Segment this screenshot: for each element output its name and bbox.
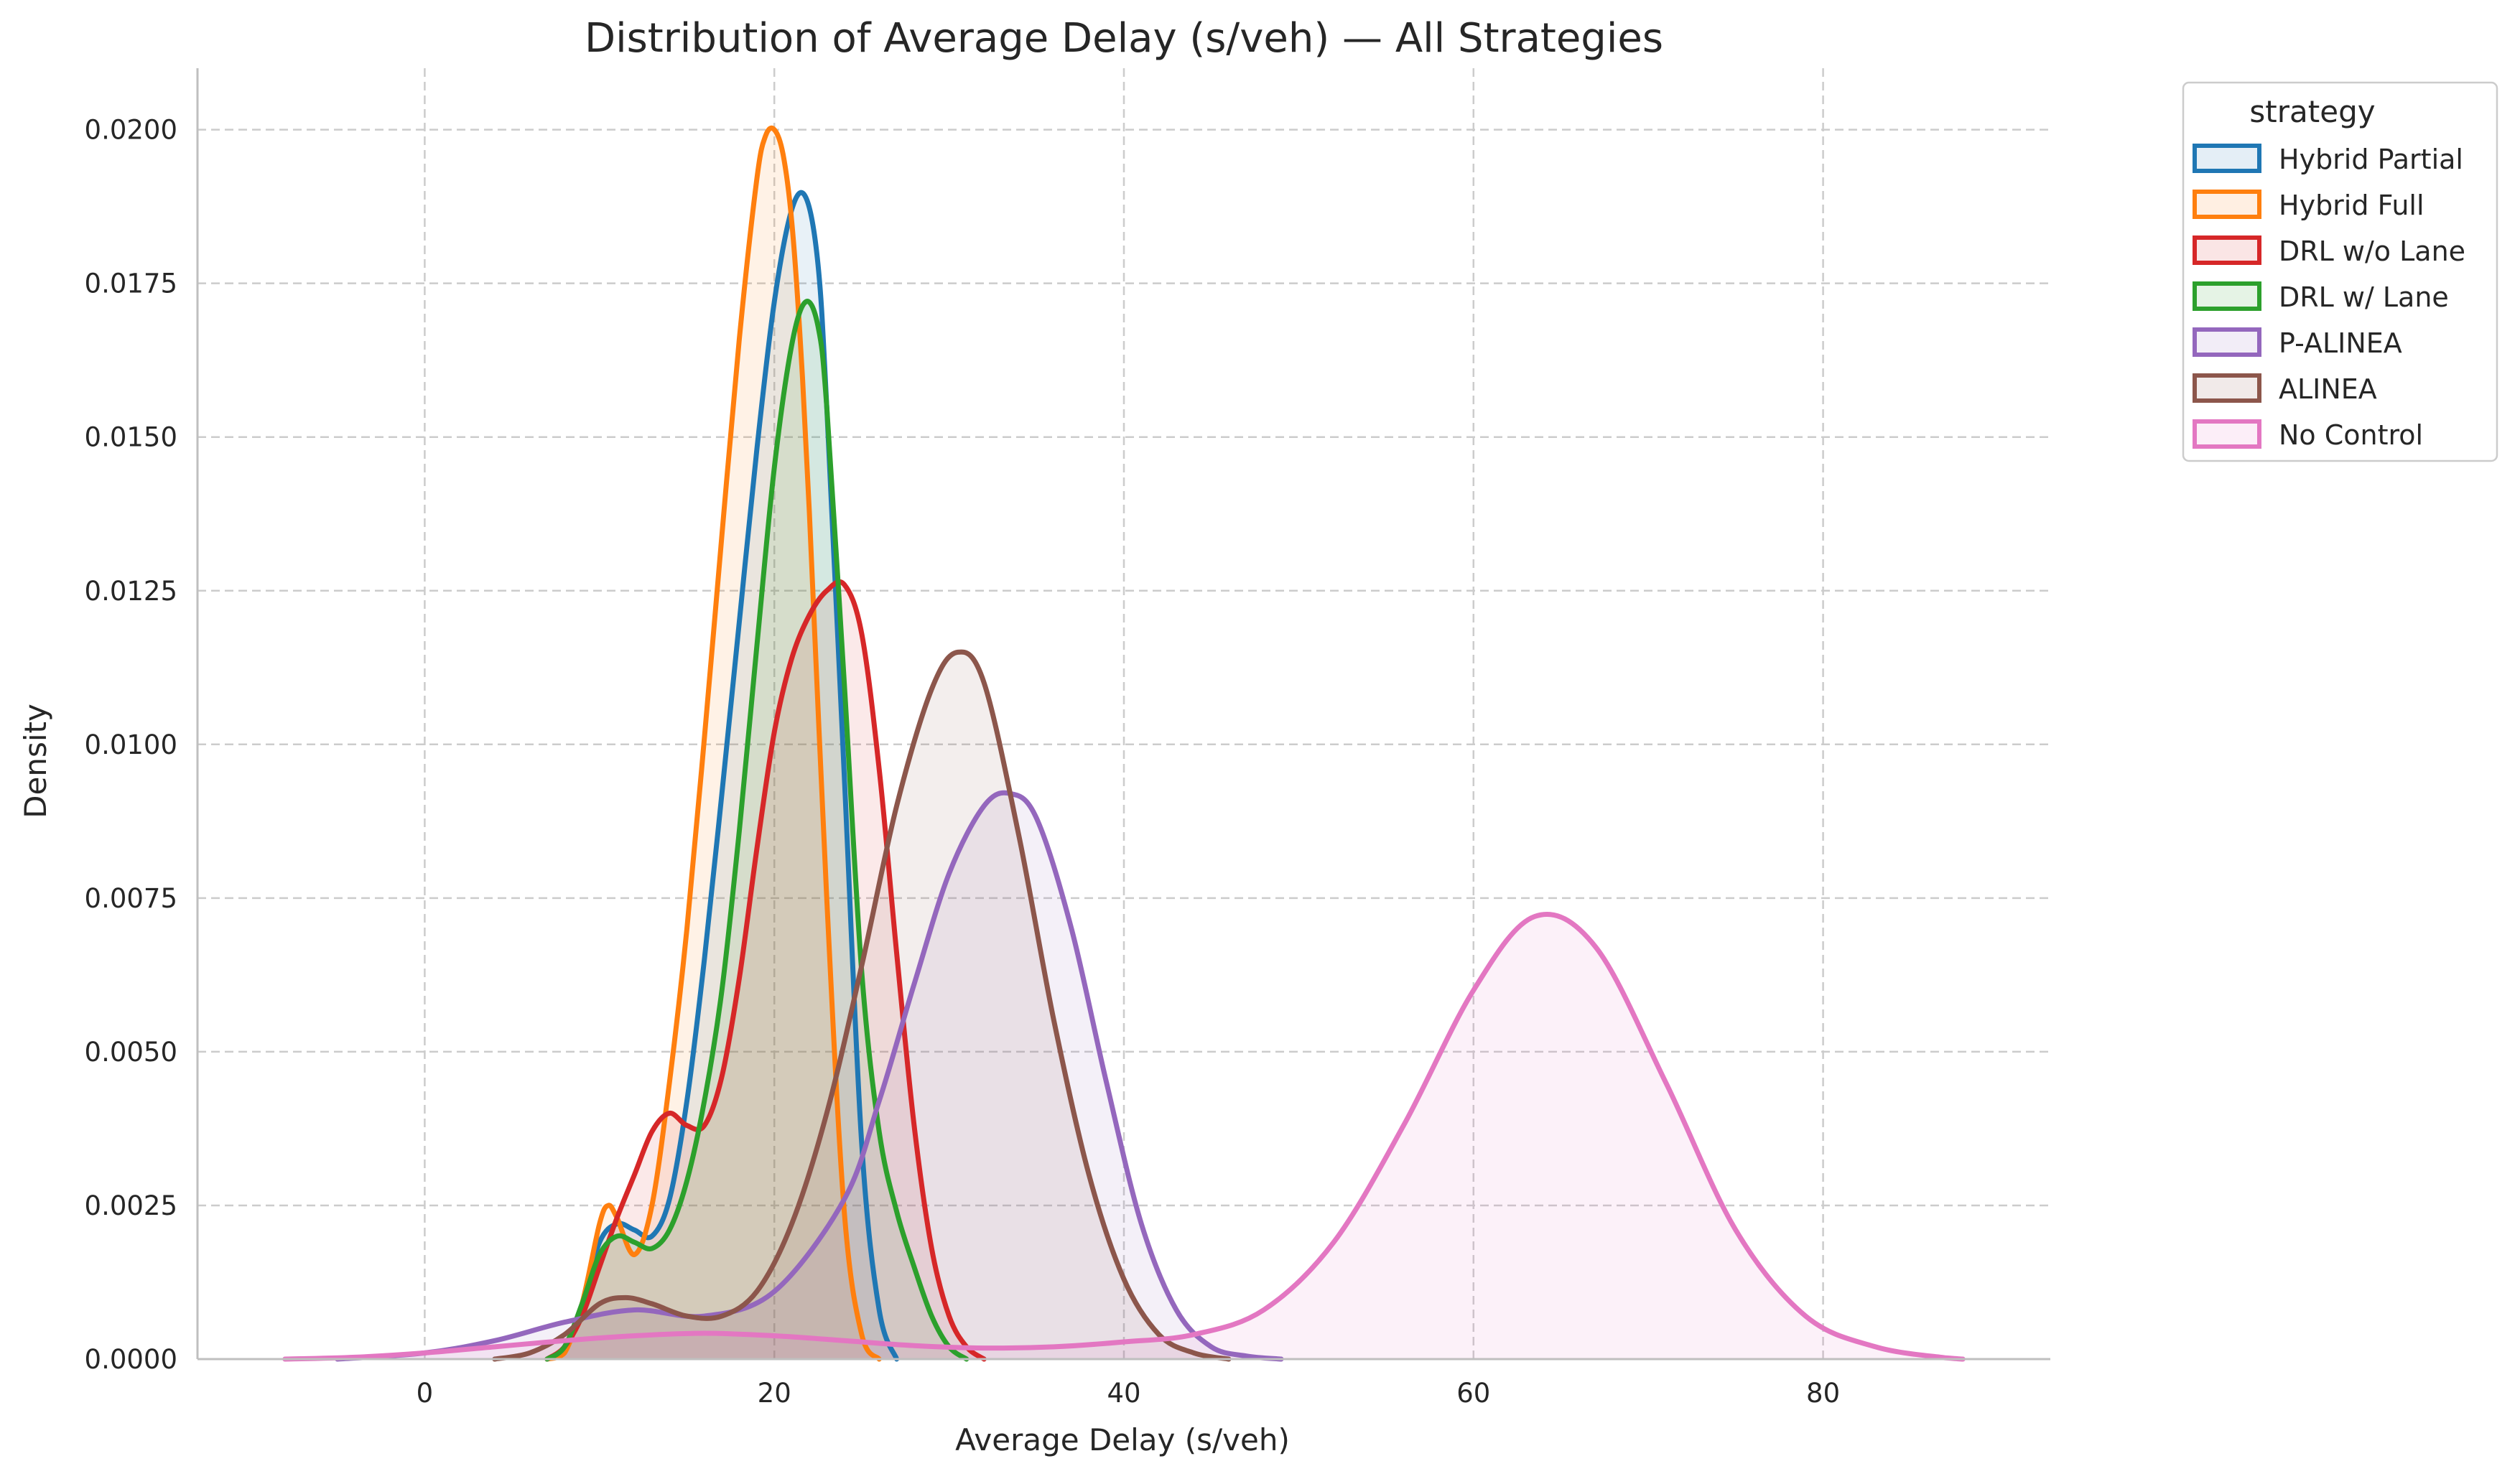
density-fill-alinea [494,652,1229,1359]
legend-label-alinea: ALINEA [2279,373,2377,405]
legend-title: strategy [2249,94,2375,129]
y-tick-labels: 0.0000 0.0025 0.0050 0.0075 0.0100 0.0125 0.01… [85,115,177,1375]
legend-label-no-control: No Control [2279,419,2423,451]
legend-items: Hybrid Partial Hybrid Full DRL w/o Lane DRL… [2193,144,2465,451]
y-tick-label: 0.0000 [85,1344,177,1375]
y-tick-label: 0.0025 [85,1190,177,1221]
density-line-layer [282,125,1966,1362]
x-tick-label: 40 [1107,1378,1140,1409]
legend-swatch-drl-w-lane [2193,281,2261,311]
density-line-p-alinea [335,790,1284,1362]
y-tick-label: 0.0125 [85,576,177,607]
density-fill-no-control [284,914,1963,1359]
legend: strategy Hybrid Partial Hybrid Full DRL w/… [2182,81,2498,462]
x-tick-labels: 0 20 40 60 80 [417,1378,1840,1409]
legend-label-hybrid-full: Hybrid Full [2279,190,2424,221]
density-line-drl-w-lane [544,299,970,1362]
density-fill-drl-w-lane [547,301,967,1359]
x-tick-label: 60 [1456,1378,1490,1409]
density-line-alinea [492,649,1232,1362]
density-line-no-control [282,911,1966,1362]
legend-swatch-p-alinea [2193,327,2261,357]
density-fill-p-alinea [337,793,1282,1359]
y-axis-title: Density [18,704,53,818]
y-tick-label: 0.0050 [85,1037,177,1068]
density-line-drl-w-o-lane [544,579,987,1362]
legend-label-p-alinea: P-ALINEA [2279,327,2402,359]
legend-swatch-no-control [2193,419,2261,449]
x-tick-label: 80 [1806,1378,1840,1409]
x-tick-label: 0 [417,1378,434,1409]
y-tick-label: 0.0200 [85,115,177,146]
legend-label-drl-w-lane: DRL w/ Lane [2279,281,2449,313]
y-tick-label: 0.0175 [85,269,177,299]
x-tick-label: 20 [758,1378,791,1409]
legend-label-drl-w-o-lane: DRL w/o Lane [2279,235,2465,267]
y-tick-label: 0.0075 [85,883,177,914]
legend-frame [2182,81,2498,462]
legend-swatch-hybrid-partial [2193,144,2261,173]
legend-swatch-drl-w-o-lane [2193,235,2261,265]
legend-swatch-alinea [2193,373,2261,403]
legend-label-hybrid-partial: Hybrid Partial [2279,144,2463,175]
density-line-hybrid-partial [544,190,900,1362]
y-tick-label: 0.0150 [85,422,177,453]
y-tick-label: 0.0100 [85,729,177,760]
legend-swatch-hybrid-full [2193,190,2261,219]
chart-title: Distribution of Average Delay (s/veh) — … [585,15,1663,62]
density-fill-hybrid-full [547,128,880,1359]
x-axis-title: Average Delay (s/veh) [955,1422,1290,1457]
